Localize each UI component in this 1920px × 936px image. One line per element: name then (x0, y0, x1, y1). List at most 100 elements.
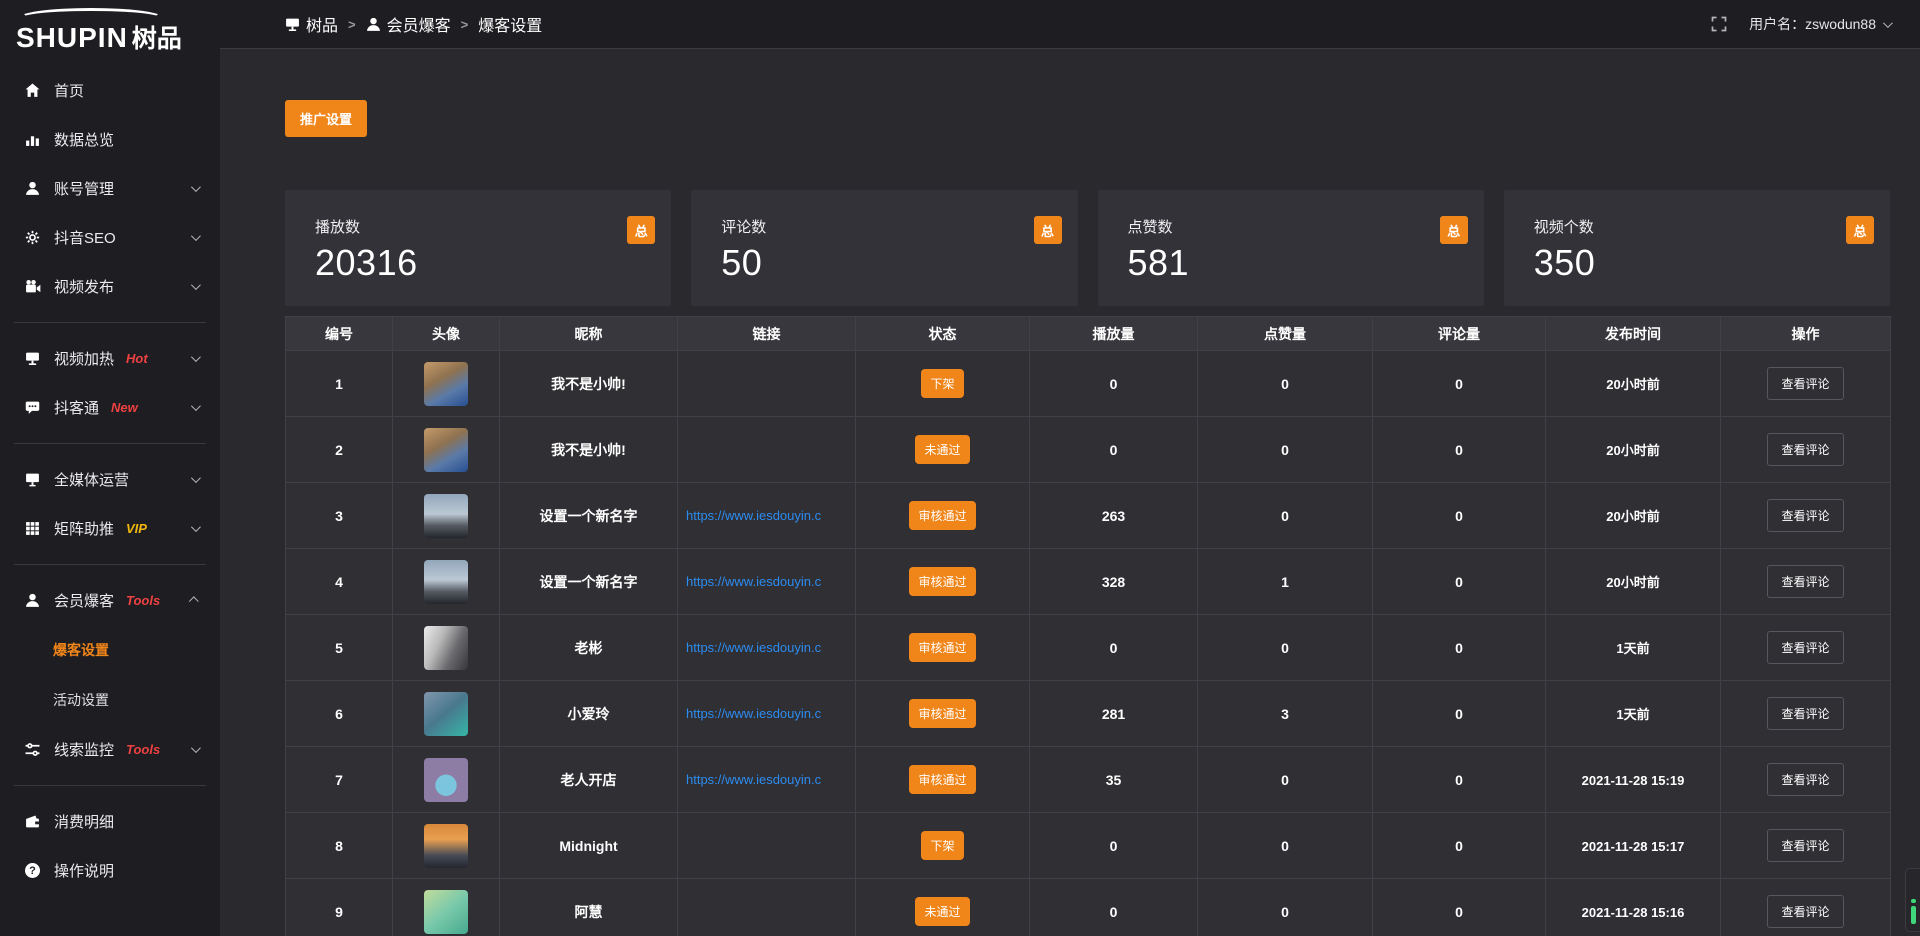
cell-plays: 263 (1029, 482, 1198, 549)
view-comments-button[interactable]: 查看评论 (1767, 433, 1844, 466)
view-comments-button[interactable]: 查看评论 (1767, 763, 1844, 796)
cell-nickname: 我不是小帅! (499, 350, 678, 417)
cell-plays: 281 (1029, 680, 1198, 747)
home-icon (24, 83, 41, 98)
column-header-评论量: 评论量 (1372, 316, 1546, 351)
breadcrumb-item-2[interactable]: 会员爆客 (366, 12, 451, 36)
video-link[interactable]: https://www.iesdouyin.c (686, 706, 822, 721)
sidebar-item-label: 线索监控 (54, 742, 115, 759)
sidebar-item-视频加热[interactable]: 视频加热 Hot (0, 334, 220, 383)
cell-nickname: 设置一个新名字 (499, 482, 678, 549)
user-menu[interactable]: 用户名：zswodun88 (1749, 14, 1893, 34)
sidebar-item-操作说明[interactable]: ? 操作说明 (0, 846, 220, 895)
table-row: 3 设置一个新名字 https://www.iesdouyin.c 审核通过 263 0 0… (285, 482, 1891, 549)
stat-value: 50 (721, 242, 763, 283)
breadcrumb-label: 会员爆客 (386, 18, 451, 35)
cell-time: 1天前 (1545, 680, 1721, 747)
logo-text: SHUPIN 树品 (16, 19, 220, 55)
view-comments-button[interactable]: 查看评论 (1767, 829, 1844, 862)
sidebar-badge-Tools: Tools (126, 742, 161, 757)
view-comments-button[interactable]: 查看评论 (1767, 631, 1844, 664)
chevron-down-icon (190, 182, 201, 193)
table-row: 4 设置一个新名字 https://www.iesdouyin.c 审核通过 328 1 0… (285, 548, 1891, 615)
sidebar-item-label: 矩阵助推 (54, 521, 115, 538)
sidebar-subitem-活动设置[interactable]: 活动设置 (0, 675, 220, 725)
breadcrumb: 树品 > 会员爆客 > 爆客设置 (285, 12, 542, 36)
sidebar-item-label: 会员爆客 (54, 593, 115, 610)
sidebar-item-全媒体运营[interactable]: 全媒体运营 (0, 455, 220, 504)
cell-comments: 0 (1372, 548, 1546, 615)
sidebar-item-账号管理[interactable]: 账号管理 (0, 164, 220, 213)
breadcrumb-label: 爆客设置 (478, 18, 543, 35)
sidebar-item-线索监控[interactable]: 线索监控 Tools (0, 725, 220, 774)
cell-avatar (392, 416, 500, 483)
cell-link (677, 878, 856, 936)
cell-likes: 0 (1197, 350, 1373, 417)
cell-time: 20小时前 (1545, 482, 1721, 549)
breadcrumb-label: 树品 (306, 18, 339, 35)
sidebar-item-矩阵助推[interactable]: 矩阵助推 VIP (0, 504, 220, 553)
cell-avatar (392, 680, 500, 747)
sidebar-item-抖音SEO[interactable]: 抖音SEO (0, 213, 220, 262)
cell-status: 审核通过 (855, 548, 1030, 615)
column-header-播放量: 播放量 (1029, 316, 1198, 351)
promo-settings-button[interactable]: 推广设置 (285, 100, 368, 137)
publish-time: 1天前 (1616, 707, 1650, 722)
view-comments-button[interactable]: 查看评论 (1767, 895, 1844, 928)
cell-action: 查看评论 (1720, 614, 1891, 681)
video-link[interactable]: https://www.iesdouyin.c (686, 574, 822, 589)
cell-avatar (392, 548, 500, 615)
logo-arc (18, 8, 164, 28)
sidebar-subitem-爆客设置[interactable]: 爆客设置 (0, 625, 220, 675)
cell-plays: 0 (1029, 416, 1198, 483)
view-comments-button[interactable]: 查看评论 (1767, 697, 1844, 730)
table-header-row: 编号 头像 昵称 链接 状态 播放量 点赞量 评论量 发布时间 操作 (285, 316, 1891, 351)
column-header-昵称: 昵称 (499, 316, 678, 351)
cell-nickname: 老彬 (499, 614, 678, 681)
breadcrumb-item-1[interactable]: 树品 (285, 12, 338, 36)
sidebar-item-抖客通[interactable]: 抖客通 New (0, 383, 220, 432)
cell-action: 查看评论 (1720, 482, 1891, 549)
status-badge: 审核通过 (909, 699, 976, 728)
cell-comments: 0 (1372, 416, 1546, 483)
view-comments-button[interactable]: 查看评论 (1767, 499, 1844, 532)
sidebar-item-消费明细[interactable]: 消费明细 (0, 797, 220, 846)
video-link[interactable]: https://www.iesdouyin.c (686, 508, 822, 523)
sidebar-item-会员爆客[interactable]: 会员爆客 Tools (0, 576, 220, 625)
table-row: 7 老人开店 https://www.iesdouyin.c 审核通过 35 0 0 2021… (285, 746, 1891, 813)
sidebar-item-首页[interactable]: 首页 (0, 66, 220, 115)
table-row: 9 阿慧 未通过 0 0 0 2021-11-28 15:16 查看评论 (285, 878, 1891, 936)
view-comments-button[interactable]: 查看评论 (1767, 565, 1844, 598)
user-icon (24, 181, 41, 196)
chart-icon (24, 132, 41, 147)
topbar: 树品 > 会员爆客 > 爆客设置 用户名：zswodun88 (220, 0, 1920, 49)
cell-status: 下架 (855, 812, 1030, 879)
video-link[interactable]: https://www.iesdouyin.c (686, 772, 822, 787)
cell-link (677, 350, 856, 417)
publish-time: 2021-11-28 15:16 (1581, 904, 1685, 920)
cell-avatar (392, 878, 500, 936)
cell-nickname: 小爱玲 (499, 680, 678, 747)
cell-comments: 0 (1372, 812, 1546, 879)
sidebar-item-视频发布[interactable]: 视频发布 (0, 262, 220, 311)
cell-likes: 0 (1197, 746, 1373, 813)
stat-value: 20316 (315, 242, 418, 283)
sidebar-divider (14, 564, 206, 565)
cell-nickname: 阿慧 (499, 878, 678, 936)
cell-id: 9 (285, 878, 393, 936)
video-link[interactable]: https://www.iesdouyin.c (686, 640, 822, 655)
cell-likes: 0 (1197, 812, 1373, 879)
app-logo[interactable]: SHUPIN 树品 (0, 0, 220, 60)
cell-link: https://www.iesdouyin.c (677, 482, 856, 549)
fullscreen-icon[interactable] (1711, 16, 1727, 32)
view-comments-button[interactable]: 查看评论 (1767, 367, 1844, 400)
breadcrumb-separator: > (348, 16, 356, 32)
records-table: 编号 头像 昵称 链接 状态 播放量 点赞量 评论量 发布时间 操作 1 我不是小帅! 下架 0 0 0 20… (285, 316, 1891, 936)
side-widget[interactable] (1905, 868, 1920, 932)
stat-card-视频个数: 视频个数 350 总 (1503, 190, 1890, 306)
sidebar-item-数据总览[interactable]: 数据总览 (0, 115, 220, 164)
chevron-up-icon (188, 596, 199, 607)
cell-id: 1 (285, 350, 393, 417)
avatar (424, 361, 468, 406)
publish-time: 20小时前 (1606, 575, 1660, 590)
